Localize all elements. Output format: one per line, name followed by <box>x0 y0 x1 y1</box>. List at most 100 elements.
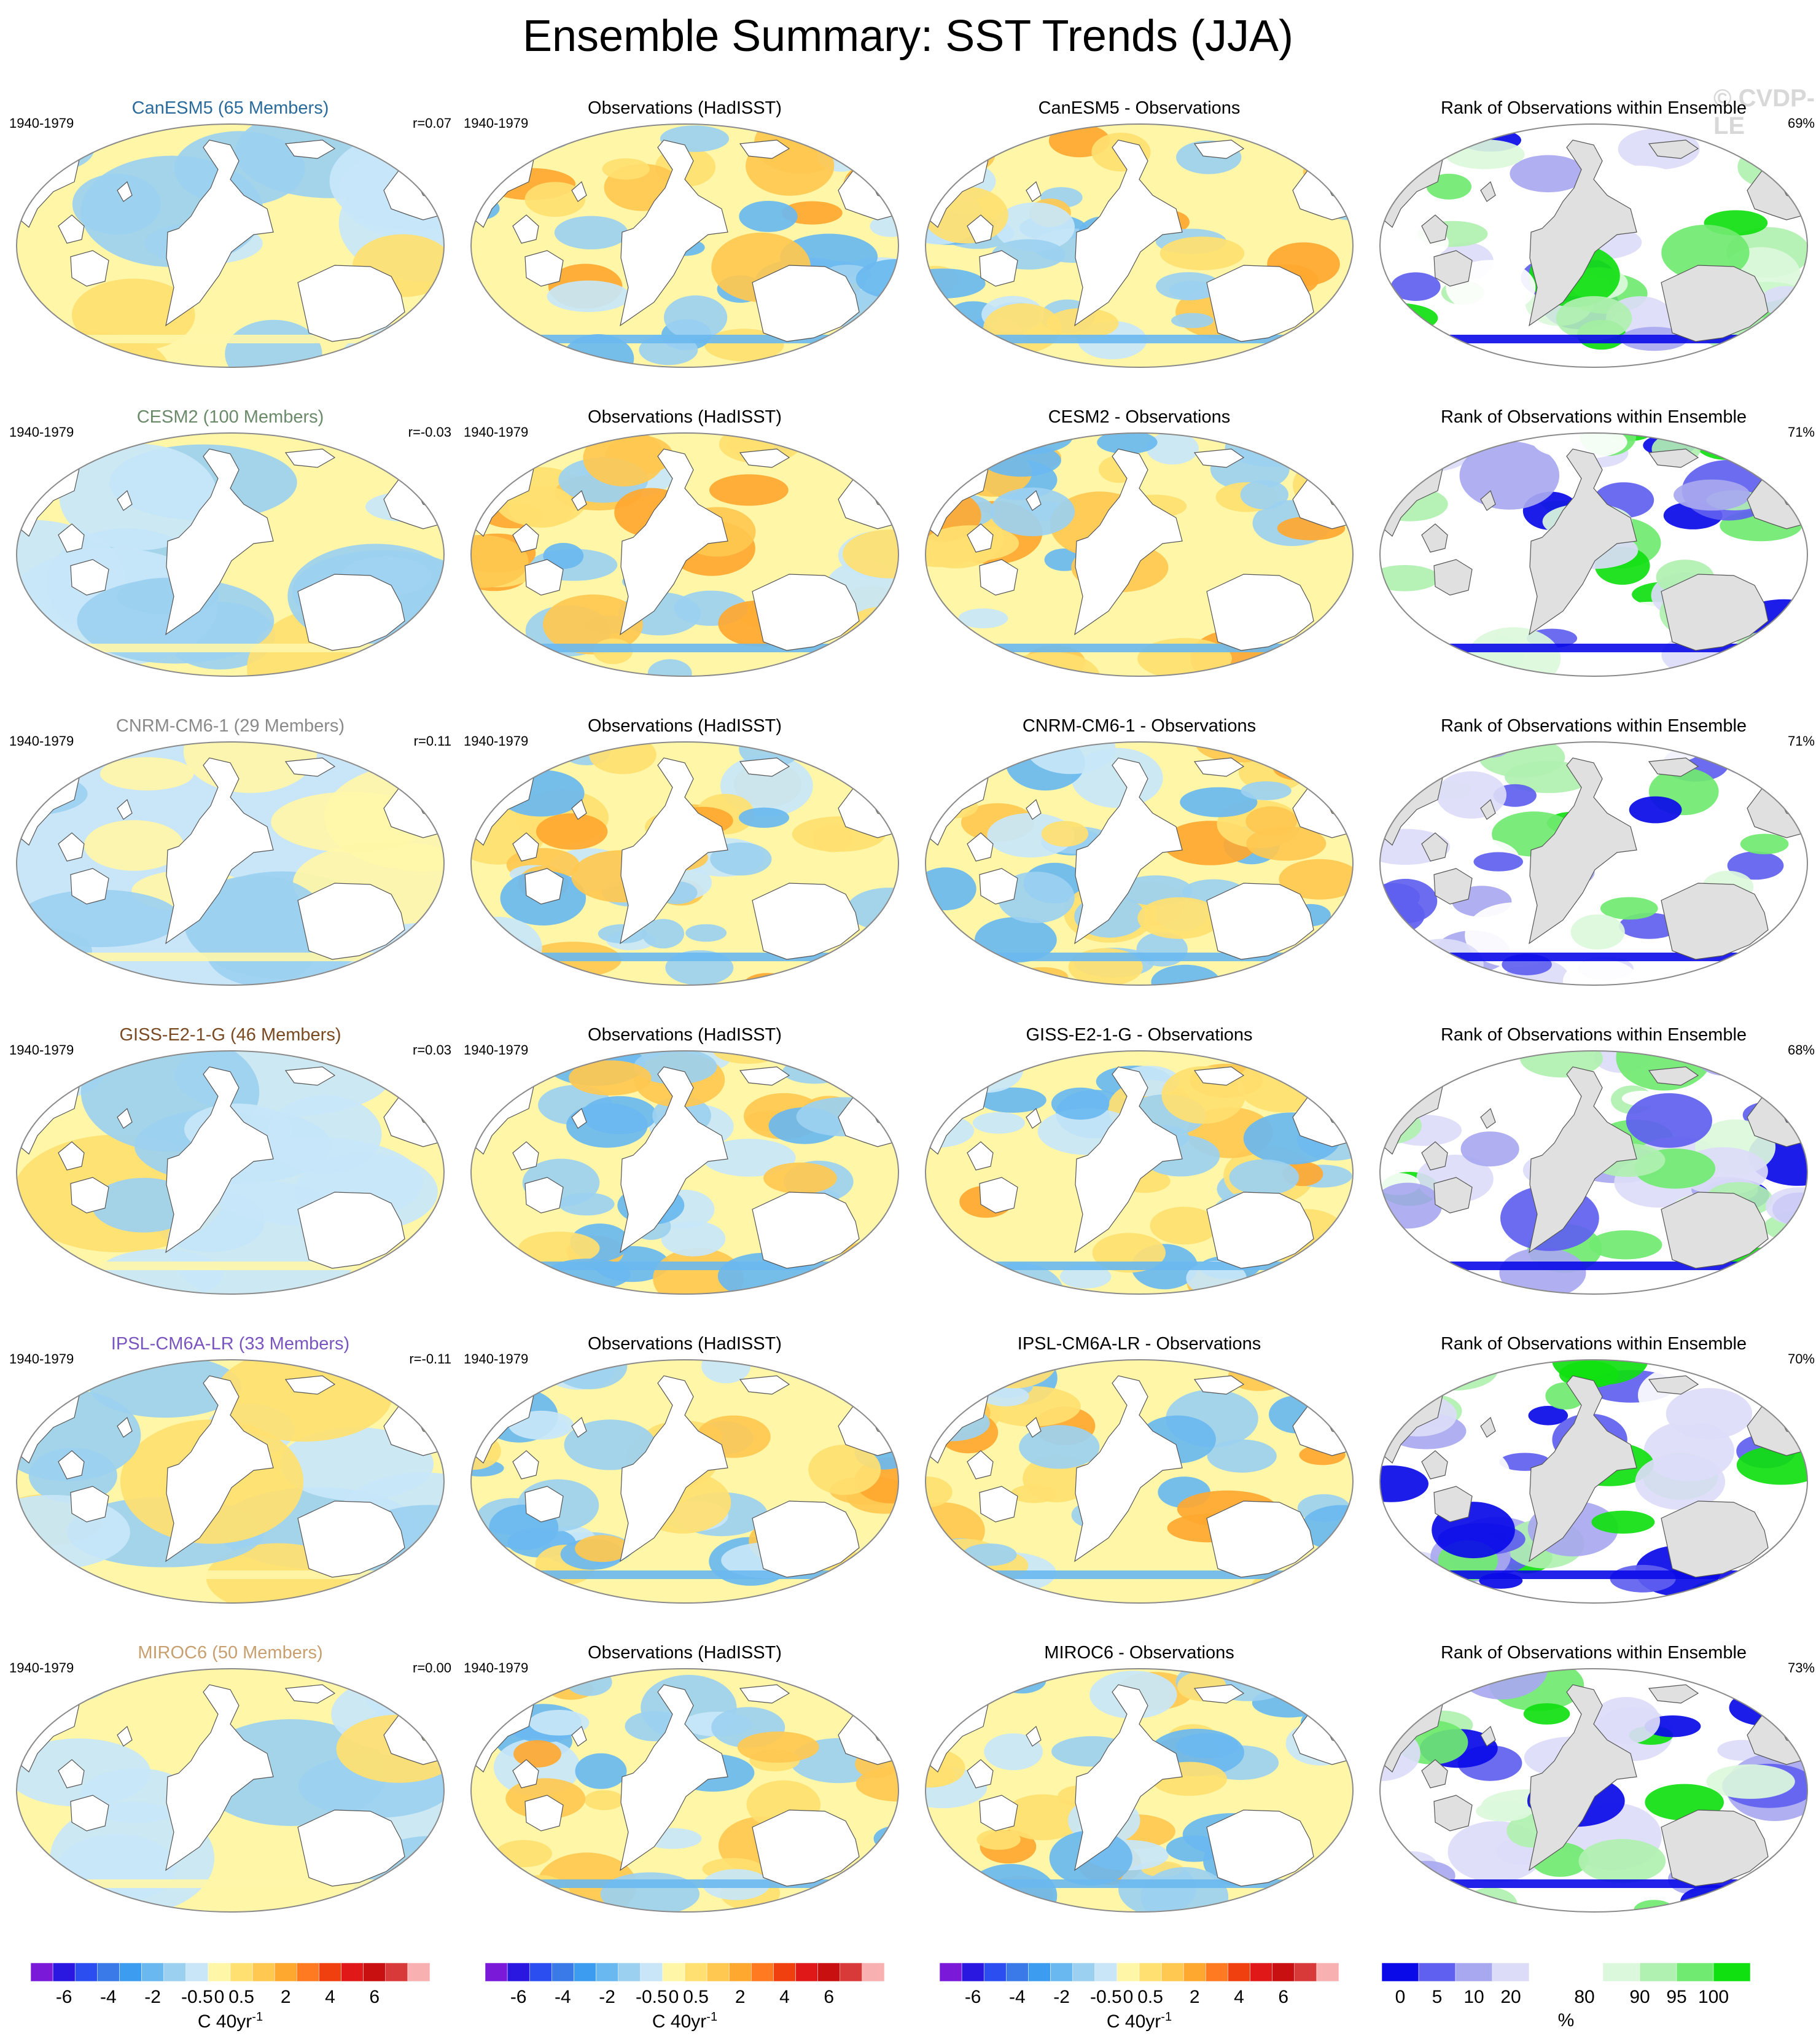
landmass-2 <box>1433 1177 1473 1214</box>
colorbar-tick-label: 20 <box>1500 1987 1521 2007</box>
landmass-1 <box>297 574 405 651</box>
landmass-7 <box>739 1066 790 1086</box>
landmass-2 <box>70 250 109 287</box>
landmass-0 <box>165 1375 274 1562</box>
colorbar-tick-label: 80 <box>1574 1987 1595 2007</box>
panel-title: GISS-E2-1-G (46 Members) <box>119 1025 341 1045</box>
colorbar-tick-label: 0 <box>1123 1987 1134 2007</box>
landmass-6 <box>1026 181 1042 202</box>
colorbar-tick-label: 0.5 <box>1137 1987 1163 2007</box>
landmass-6 <box>1480 1416 1496 1438</box>
colorbar-swatch <box>507 1962 530 1982</box>
map-obs <box>470 123 899 368</box>
landmass-7 <box>284 448 336 468</box>
landmass-7 <box>739 757 790 777</box>
landmass-2 <box>70 1795 109 1831</box>
landmass-3 <box>58 1450 85 1480</box>
colorbar-swatch <box>319 1962 341 1982</box>
panel-model-5: IPSL-CM6A-LR (33 Members) 1940-1979 r=-0.1… <box>9 1334 451 1641</box>
map-model <box>16 123 445 368</box>
landmass-2 <box>979 559 1018 596</box>
panel-title: Observations (HadISST) <box>588 98 782 118</box>
colorbar-tick-label: 95 <box>1666 1987 1687 2007</box>
landmass-7 <box>739 1684 790 1704</box>
panel-model-1: CanESM5 (65 Members) 1940-1979 r=0.07 <box>9 98 451 405</box>
landmass-6 <box>117 181 133 202</box>
landmass-3 <box>967 1759 994 1788</box>
colorbar-swatch <box>684 1962 707 1982</box>
colorbar-swatch <box>596 1962 618 1982</box>
landmass-1 <box>1661 574 1769 651</box>
colorbar-tick-label: -0.5 <box>635 1987 668 2007</box>
landmass-6 <box>1026 1725 1042 1747</box>
landmass-0 <box>1529 1684 1637 1871</box>
colorbar-swatch <box>485 1962 508 1982</box>
colorbar-tick-label: 0 <box>214 1987 225 2007</box>
colorbar-swatch <box>1529 1962 1567 1982</box>
landmass-7 <box>739 139 790 159</box>
landmass-7 <box>1648 448 1699 468</box>
panel-model-4: GISS-E2-1-G (46 Members) 1940-1979 r=0.03 <box>9 1025 451 1332</box>
period-label: 1940-1979 <box>9 1042 74 1058</box>
colorbar-swatch <box>1492 1962 1530 1982</box>
colorbar-swatch <box>1272 1962 1295 1982</box>
landmass-1 <box>1661 883 1769 960</box>
figure-title: Ensemble Summary: SST Trends (JJA) <box>522 12 1294 61</box>
landmass-0 <box>620 448 728 636</box>
landmass-0 <box>620 1375 728 1562</box>
panel-title: IPSL-CM6A-LR - Observations <box>1017 1334 1261 1354</box>
landmass-3 <box>512 832 539 862</box>
period-label: 1940-1979 <box>9 733 74 749</box>
landmass-6 <box>1480 1725 1496 1747</box>
period-label: 1940-1979 <box>464 424 529 440</box>
landmass-1 <box>1206 1192 1314 1269</box>
colorbar-tick-label: 0.5 <box>228 1987 254 2007</box>
rank-percent: 70% <box>1787 1351 1815 1367</box>
colorbar-swatch <box>1094 1962 1118 1982</box>
panel-rank-1: Rank of Observations within Ensemble 69% <box>1373 98 1815 405</box>
panel-diff-5: IPSL-CM6A-LR - Observations <box>918 1334 1360 1641</box>
panel-rank-2: Rank of Observations within Ensemble 71% <box>1373 407 1815 714</box>
period-label: 1940-1979 <box>464 1351 529 1367</box>
landmass-3 <box>58 1759 85 1788</box>
colorbar-tick-label: -0.5 <box>181 1987 213 2007</box>
landmass-1 <box>752 883 860 960</box>
colorbar-swatch <box>751 1962 774 1982</box>
pattern-correlation: r=0.03 <box>413 1042 451 1058</box>
landmass-6 <box>117 798 133 820</box>
colorbar-swatch <box>1294 1962 1317 1982</box>
colorbar-swatch <box>1072 1962 1096 1982</box>
colorbar-tick-label: 0 <box>668 1987 679 2007</box>
panel-title: Observations (HadISST) <box>588 407 782 427</box>
units-exponent: -1 <box>252 2010 263 2024</box>
map-model <box>16 741 445 986</box>
map-rank <box>1379 432 1808 677</box>
landmass-0 <box>1074 1375 1183 1562</box>
panel-title: CanESM5 - Observations <box>1038 98 1241 118</box>
colorbar-tick-label: 4 <box>779 1987 790 2007</box>
panel-title: CNRM-CM6-1 (29 Members) <box>115 716 345 736</box>
landmass-6 <box>1026 1416 1042 1438</box>
landmass-6 <box>1026 798 1042 820</box>
landmass-3 <box>1421 523 1448 553</box>
landmass-1 <box>1661 265 1769 342</box>
colorbar-tick-label: 90 <box>1629 1987 1650 2007</box>
landmass-1 <box>752 1500 860 1578</box>
panel-diff-1: CanESM5 - Observations <box>918 98 1360 405</box>
landmass-7 <box>284 1684 336 1704</box>
rank-percent: 71% <box>1787 424 1815 440</box>
colorbar-swatch <box>795 1962 818 1982</box>
map-obs <box>470 1668 899 1913</box>
colorbar-tick-label: -6 <box>55 1987 72 2007</box>
colorbar-swatch <box>119 1962 142 1982</box>
panel-obs-4: Observations (HadISST) 1940-1979 <box>464 1025 906 1332</box>
colorbar-swatch <box>1161 1962 1184 1982</box>
landmass-0 <box>620 139 728 327</box>
landmass-7 <box>1193 757 1245 777</box>
colorbar-units-label: C 40yr-1 <box>485 2010 884 2032</box>
colorbar-swatch <box>1206 1962 1228 1982</box>
landmass-7 <box>1648 1684 1699 1704</box>
landmass-3 <box>512 214 539 244</box>
panel-title: Rank of Observations within Ensemble <box>1440 716 1747 736</box>
trend-colorbar-2: -6 -4 -2 -0.5 0 0.5 2 4 6 C 40yr-1 <box>485 1962 885 2036</box>
